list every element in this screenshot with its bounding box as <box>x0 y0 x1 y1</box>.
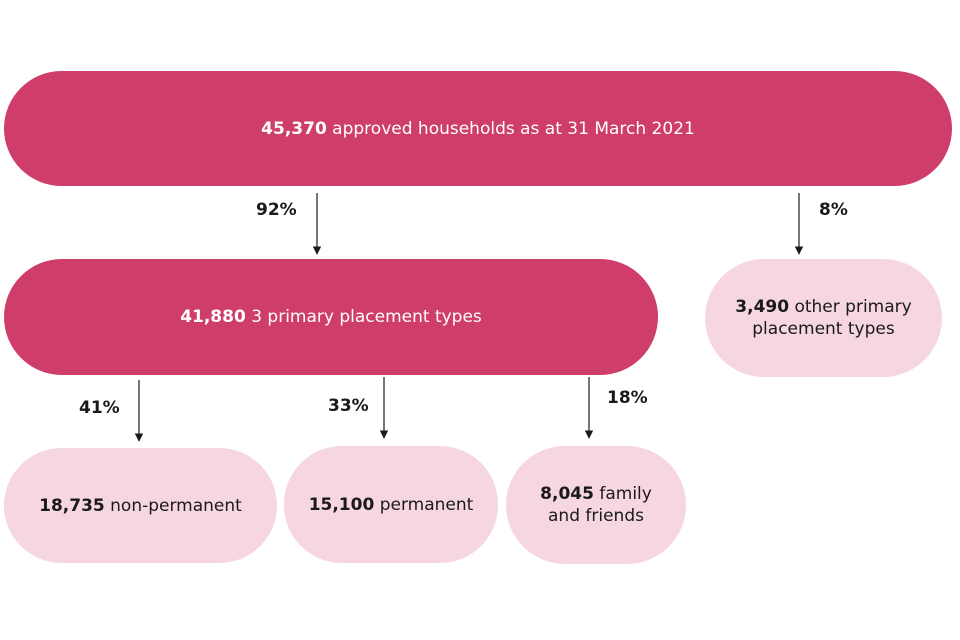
permanent-node: 15,100 permanent <box>284 446 498 563</box>
non-permanent-percent: 41% <box>79 398 120 418</box>
family-friends-node: 8,045 family and friends <box>506 446 686 564</box>
permanent-label: permanent <box>374 494 474 515</box>
primary-placement-types-label: 3 primary placement types <box>245 307 482 327</box>
non-permanent-text: 18,735 non-permanent <box>39 495 242 517</box>
other-placement-types-text: 3,490 other primary placement types <box>735 296 911 340</box>
primary-types-percent: 92% <box>256 200 297 220</box>
family-friends-value: 8,045 <box>540 484 594 504</box>
family-friends-label-line1: family <box>593 484 652 504</box>
family-friends-percent: 18% <box>607 388 648 408</box>
total-households-value: 45,370 <box>261 118 327 139</box>
non-permanent-label: non-permanent <box>104 495 242 516</box>
total-households-text: 45,370 approved households as at 31 Marc… <box>261 118 695 140</box>
family-friends-text: 8,045 family and friends <box>540 483 652 527</box>
other-placement-types-label-line2: placement types <box>752 319 895 339</box>
total-households-node: 45,370 approved households as at 31 Marc… <box>4 71 952 186</box>
other-placement-types-node: 3,490 other primary placement types <box>705 259 942 377</box>
total-households-label: approved households as at 31 March 2021 <box>326 118 695 139</box>
non-permanent-value: 18,735 <box>39 495 105 516</box>
primary-placement-types-node: 41,880 3 primary placement types <box>4 259 658 375</box>
primary-placement-types-text: 41,880 3 primary placement types <box>180 306 482 328</box>
permanent-text: 15,100 permanent <box>309 494 474 516</box>
other-types-percent: 8% <box>819 200 848 220</box>
permanent-percent: 33% <box>328 396 369 416</box>
non-permanent-node: 18,735 non-permanent <box>4 448 277 563</box>
other-placement-types-label-line1: other primary <box>789 297 912 317</box>
permanent-value: 15,100 <box>308 494 375 515</box>
family-friends-label-line2: and friends <box>548 506 644 526</box>
primary-placement-types-value: 41,880 <box>180 307 246 327</box>
other-placement-types-value: 3,490 <box>735 297 790 317</box>
